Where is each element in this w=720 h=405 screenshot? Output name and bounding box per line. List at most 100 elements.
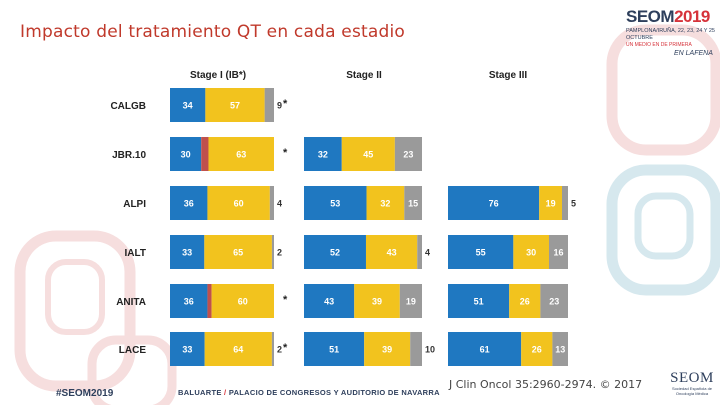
bar-segment <box>366 186 405 220</box>
bar-segment <box>539 186 562 220</box>
significance-marker: * <box>283 98 288 110</box>
bar-segment <box>448 186 540 220</box>
society-logo-subtitle: Sociedad Española de Oncología Médica <box>671 386 713 396</box>
bar-segment <box>304 284 355 318</box>
significance-marker: * <box>283 342 288 354</box>
logo-wordmark: SEOM2019 <box>626 8 716 26</box>
bar-segment <box>552 332 568 366</box>
data-label: 23 <box>549 297 559 307</box>
bar-segment <box>269 186 274 220</box>
bar-segment <box>211 284 274 318</box>
data-label: 36 <box>184 297 194 307</box>
data-label: 65 <box>233 248 243 258</box>
bar-segment <box>264 88 274 122</box>
row-label: ANITA <box>116 297 146 308</box>
bar-segment <box>304 137 342 171</box>
bar-segment <box>304 186 367 220</box>
data-label: 64 <box>233 345 243 355</box>
data-label: 63 <box>236 150 246 160</box>
bar-segment <box>399 284 422 318</box>
data-label: 51 <box>474 297 484 307</box>
bar-segment <box>354 284 400 318</box>
data-label: 53 <box>330 199 340 209</box>
bar-segment <box>201 137 209 171</box>
data-label: 30 <box>526 248 536 258</box>
row-label: IALT <box>125 248 146 259</box>
data-label: 2 <box>277 345 282 355</box>
bar-segment <box>271 235 274 269</box>
data-label: 15 <box>408 199 418 209</box>
row-label: ALPI <box>123 199 146 210</box>
data-label: 55 <box>476 248 486 258</box>
data-label: 30 <box>181 150 191 160</box>
bar-segment <box>548 235 568 269</box>
data-label: 57 <box>230 101 240 111</box>
slide-title: Impacto del tratamiento QT en cada estad… <box>20 22 406 42</box>
bar-segment <box>208 137 274 171</box>
venue-name: BALUARTE <box>178 388 222 397</box>
data-label: 13 <box>555 345 565 355</box>
data-label: 33 <box>182 248 192 258</box>
bar-segment <box>207 186 270 220</box>
data-label: 32 <box>318 150 328 160</box>
bar-segment <box>521 332 553 366</box>
bar-segment <box>207 284 212 318</box>
data-label: 39 <box>372 297 382 307</box>
data-label: 19 <box>406 297 416 307</box>
bar-segment <box>205 88 265 122</box>
significance-marker: * <box>283 147 288 159</box>
bar-segment <box>562 186 568 220</box>
bar-segment <box>170 235 205 269</box>
venue-detail: PALACIO DE CONGRESOS Y AUDITORIO DE NAVA… <box>228 388 440 397</box>
row-label: JBR.10 <box>112 150 146 161</box>
event-hashtag: #SEOM2019 <box>56 388 114 399</box>
bar-segment <box>448 235 514 269</box>
data-label: 26 <box>520 297 530 307</box>
venue-separator: / <box>224 388 227 397</box>
bar-segment <box>341 137 395 171</box>
data-label: 32 <box>380 199 390 209</box>
significance-marker: * <box>283 294 288 306</box>
data-label: 2 <box>277 248 282 258</box>
bar-segment <box>509 284 541 318</box>
bar-segment <box>304 235 366 269</box>
panel-header: Stage II <box>346 70 382 81</box>
data-label: 19 <box>546 199 556 209</box>
logo-name: SEOM <box>626 7 675 26</box>
row-label: CALGB <box>110 101 146 112</box>
seom-2019-logo: SEOM2019 PAMPLONA/IRUÑA, 22, 23, 24 Y 25… <box>626 8 716 58</box>
panel-header: Stage I (IB*) <box>190 70 246 81</box>
data-label: 34 <box>183 101 193 111</box>
bar-segment <box>448 332 522 366</box>
venue-footer: BALUARTE / PALACIO DE CONGRESOS Y AUDITO… <box>178 388 440 397</box>
bar-segment <box>404 186 422 220</box>
bar-segment <box>513 235 549 269</box>
data-label: 60 <box>238 297 248 307</box>
bar-segment <box>170 284 208 318</box>
data-label: 43 <box>387 248 397 258</box>
data-label: 4 <box>277 199 282 209</box>
seom-society-logo: SEOM Sociedad Española de Oncología Médi… <box>668 370 716 396</box>
bar-segment <box>448 284 510 318</box>
logo-year: 2019 <box>674 7 710 26</box>
bar-segment <box>540 284 568 318</box>
data-label: 52 <box>330 248 340 258</box>
bar-segment <box>365 235 418 269</box>
data-label: 4 <box>425 248 430 258</box>
data-label: 60 <box>234 199 244 209</box>
bar-segment <box>170 186 208 220</box>
data-label: 5 <box>571 199 576 209</box>
society-logo-name: SEOM <box>670 370 714 386</box>
data-label: 26 <box>532 345 542 355</box>
logo-dates: PAMPLONA/IRUÑA, 22, 23, 24 Y 25 OCTUBRE <box>626 28 715 41</box>
data-label: 45 <box>363 150 373 160</box>
data-label: 76 <box>489 199 499 209</box>
data-label: 10 <box>425 345 435 355</box>
bar-segment <box>417 235 422 269</box>
bar-segment <box>170 332 205 366</box>
data-label: 33 <box>182 345 192 355</box>
data-label: 51 <box>329 345 339 355</box>
data-label: 16 <box>553 248 563 258</box>
data-label: 61 <box>480 345 490 355</box>
